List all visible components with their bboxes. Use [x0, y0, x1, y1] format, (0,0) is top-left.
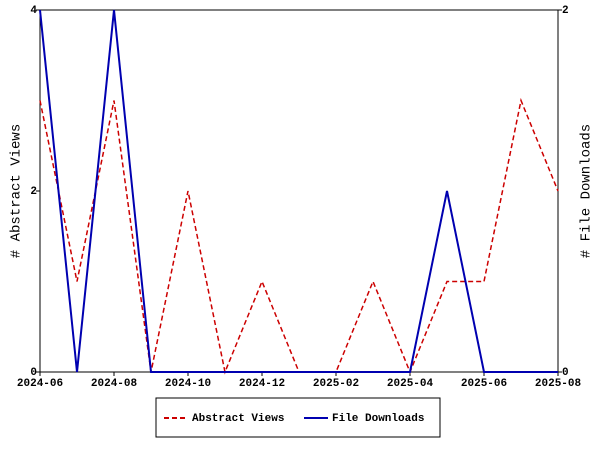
x-tick-label: 2025-08 [535, 378, 582, 390]
y2-tick-label: 0 [562, 367, 569, 379]
x-tick-label: 2024-10 [165, 378, 211, 390]
y2-axis-label: # File Downloads [579, 124, 595, 258]
x-tick-label: 2025-04 [387, 378, 434, 390]
y-tick-label: 2 [30, 186, 37, 198]
data-line [39, 9, 558, 373]
x-tick-label: 2025-02 [313, 378, 359, 390]
x-tick-label: 2025-06 [461, 378, 507, 390]
legend-box [155, 397, 441, 438]
plot-frame [39, 9, 559, 373]
y2-tick-label: 2 [562, 5, 569, 17]
x-tick-label: 2024-08 [91, 378, 138, 390]
legend-label: File Downloads [332, 413, 424, 425]
data-line [39, 97, 559, 375]
legend-label: Abstract Views [192, 413, 284, 425]
y-tick-label: 0 [30, 367, 37, 379]
x-tick-label: 2024-06 [17, 378, 63, 390]
y-tick-label: 4 [30, 5, 37, 17]
x-tick-label: 2024-12 [239, 378, 285, 390]
y-axis-label: # Abstract Views [9, 124, 25, 258]
